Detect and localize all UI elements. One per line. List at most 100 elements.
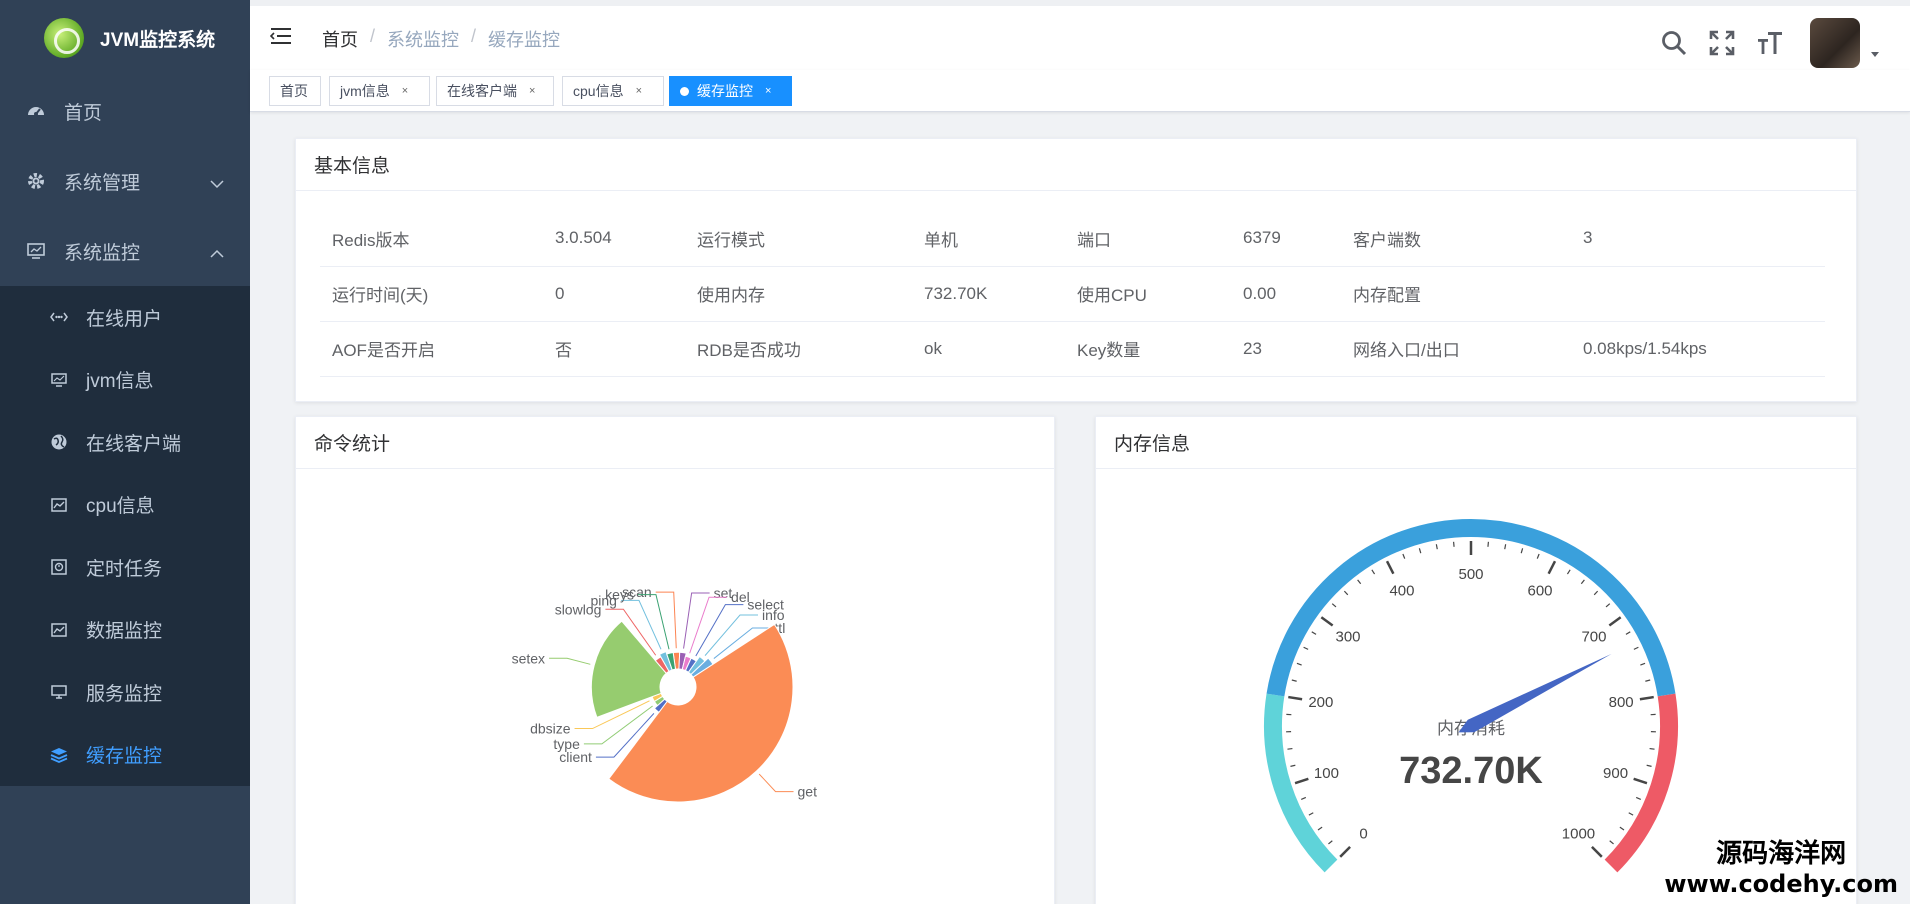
table-cell: 3 <box>1571 211 1825 267</box>
hamburger-icon[interactable] <box>269 26 292 51</box>
tag-cache-monitor[interactable]: 缓存监控 × <box>669 76 792 106</box>
sidebar-item-label: 数据监控 <box>86 621 163 643</box>
gauge-minor-tick <box>1331 603 1337 608</box>
gauge-minor-tick <box>1605 603 1611 608</box>
table-cell: 使用CPU <box>1065 266 1231 322</box>
close-icon[interactable]: × <box>635 85 643 97</box>
sidebar-item-label: 服务监控 <box>86 683 163 705</box>
breadcrumb-item: 缓存监控 <box>488 30 561 50</box>
memory-gauge-chart: 内存消耗 732.70K 010020030040050060070080090… <box>1264 519 1678 873</box>
tag-cpu-info[interactable]: cpu信息 × <box>562 76 664 106</box>
close-icon[interactable]: × <box>401 85 409 97</box>
globe-icon <box>50 433 68 451</box>
pie-label: ping <box>591 592 617 608</box>
pie-slice <box>678 651 687 671</box>
table-cell: 客户端数 <box>1341 211 1571 267</box>
sidebar-item-online-clients[interactable]: 在线客户端 <box>0 411 250 474</box>
gauge-tick-label: 100 <box>1314 765 1339 782</box>
table-cell: RDB是否成功 <box>685 321 912 377</box>
dashboard-icon <box>26 101 46 121</box>
gear-icon <box>26 171 46 191</box>
online-icon <box>50 308 68 326</box>
app-logo[interactable]: JVM监控系统 <box>0 0 250 76</box>
gauge-minor-tick <box>1646 764 1652 767</box>
pie-label: info <box>762 607 785 623</box>
sidebar-item-service-monitor[interactable]: 服务监控 <box>0 661 250 724</box>
close-icon[interactable]: × <box>765 85 772 97</box>
breadcrumb-separator: / <box>370 26 376 46</box>
pie-slice <box>666 651 677 671</box>
font-size-icon[interactable] <box>1756 29 1784 57</box>
pie-label-line <box>637 594 670 650</box>
gauge-minor-tick <box>1418 548 1422 554</box>
close-icon[interactable]: × <box>529 85 536 97</box>
gauge-minor-tick <box>1291 679 1297 682</box>
sidebar-item-label: jvm信息 <box>86 371 154 393</box>
chart-icon <box>50 621 68 639</box>
table-cell: 3.0.504 <box>543 211 685 267</box>
pie-slice <box>608 623 794 803</box>
tag-home[interactable]: 首页 <box>269 76 321 106</box>
gauge-minor-tick <box>1645 679 1651 682</box>
pie-label: del <box>731 589 750 605</box>
table-row: 运行时间(天) 0 使用内存 732.70K 使用CPU 0.00 内存配置 <box>320 266 1825 322</box>
sidebar-item-scheduled-jobs[interactable]: 定时任务 <box>0 536 250 599</box>
caret-down-icon[interactable] <box>1870 46 1880 64</box>
sidebar-item-jvm-info[interactable]: jvm信息 <box>0 349 250 412</box>
tag-label: jvm信息 <box>340 83 390 99</box>
pie-label: setex <box>512 650 545 666</box>
fullscreen-icon[interactable] <box>1708 29 1736 57</box>
breadcrumb-item[interactable]: 首页 <box>322 30 358 50</box>
avatar[interactable] <box>1810 18 1860 68</box>
search-icon[interactable] <box>1660 29 1688 57</box>
gauge-minor-tick <box>1633 646 1639 650</box>
sidebar-item-data-monitor[interactable]: 数据监控 <box>0 599 250 662</box>
table-cell: 0.00 <box>1231 266 1341 322</box>
pie-label-line <box>695 604 744 657</box>
pie-label-line <box>683 592 710 649</box>
sidebar-item-online-users[interactable]: 在线用户 <box>0 286 250 349</box>
sidebar-item-label: 定时任务 <box>86 558 163 580</box>
pie-label: get <box>798 784 818 800</box>
gauge-minor-tick <box>1520 548 1524 554</box>
table-cell: 否 <box>543 321 685 377</box>
pie-label-line <box>549 657 591 665</box>
gauge-tick-label: 400 <box>1389 583 1414 600</box>
pie-label-line <box>655 591 677 649</box>
sidebar-item-home[interactable]: 首页 <box>0 76 250 146</box>
pie-slice <box>653 698 668 714</box>
sidebar-item-cache-monitor[interactable]: 缓存监控 <box>0 724 250 787</box>
pie-label: type <box>553 736 580 752</box>
gauge-minor-tick <box>1625 631 1631 635</box>
sidebar-item-system-monitor[interactable]: 系统监控 <box>0 216 250 286</box>
gauge-minor-tick <box>1328 840 1333 845</box>
pie-label-line <box>620 599 662 650</box>
tag-online-clients[interactable]: 在线客户端 × <box>436 76 554 106</box>
navbar-right <box>1640 18 1880 68</box>
table-cell: 6379 <box>1231 211 1341 267</box>
pie-label-line <box>595 713 655 758</box>
breadcrumb: 首页 / 系统监控 / 缓存监控 <box>322 26 560 52</box>
pie-label-line <box>713 627 771 659</box>
gauge-minor-tick <box>1628 812 1634 816</box>
gauge-minor-tick <box>1357 579 1362 585</box>
tag-jvm-info[interactable]: jvm信息 × <box>329 76 430 106</box>
sidebar-item-system-admin[interactable]: 系统管理 <box>0 146 250 216</box>
chevron-up-icon <box>210 243 224 265</box>
gauge-minor-tick <box>1296 662 1302 666</box>
table-cell: 端口 <box>1065 211 1231 267</box>
gauge-minor-tick <box>1311 631 1317 635</box>
gauge-axis-band <box>1264 693 1338 873</box>
table-row: AOF是否开启 否 RDB是否成功 ok Key数量 23 网络入口/出口 0.… <box>320 321 1825 377</box>
gauge-pointer <box>1458 653 1612 733</box>
table-cell: 使用内存 <box>685 266 912 322</box>
table-cell: 运行时间(天) <box>320 266 543 322</box>
tag-label: 在线客户端 <box>447 83 517 99</box>
tag-label: 缓存监控 <box>697 83 753 99</box>
gauge-tick-label: 500 <box>1458 566 1483 583</box>
card-title: 命令统计 <box>296 417 1054 469</box>
table-cell: 网络入口/出口 <box>1341 321 1571 377</box>
table-cell: 23 <box>1231 321 1341 377</box>
sidebar-item-cpu-info[interactable]: cpu信息 <box>0 474 250 537</box>
pie-label: select <box>747 597 784 613</box>
